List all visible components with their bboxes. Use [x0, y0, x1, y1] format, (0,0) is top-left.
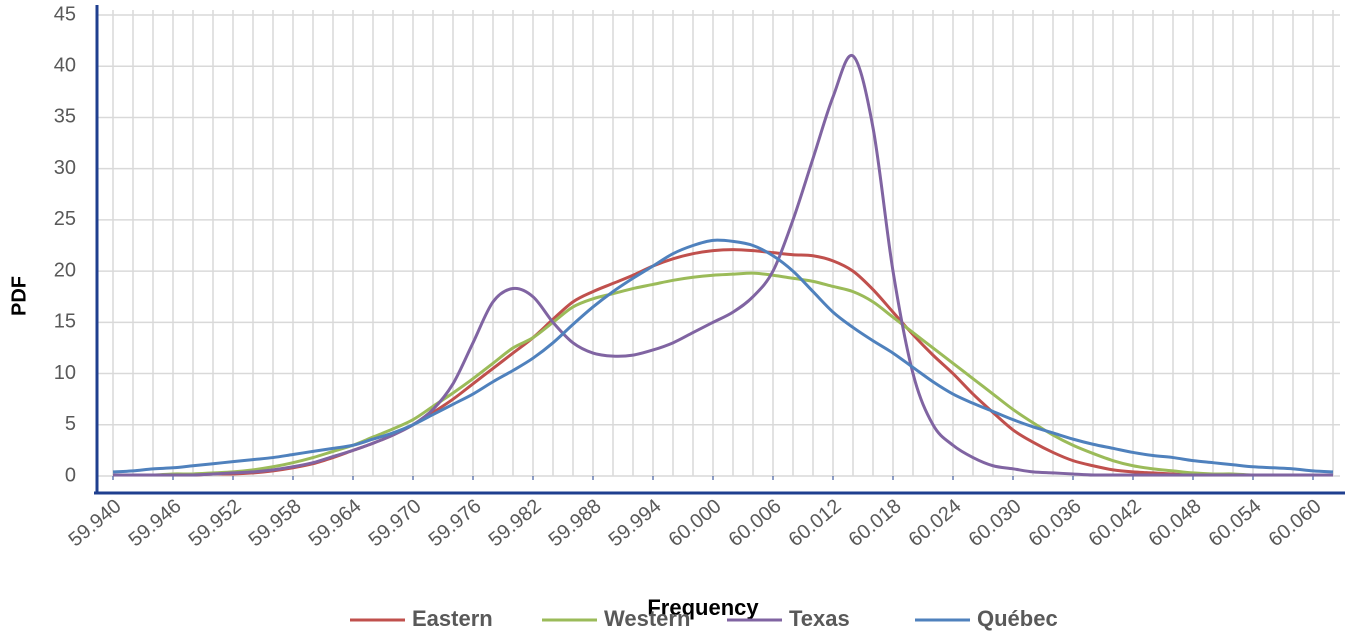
x-tick-label: 60.012 [785, 495, 846, 551]
x-tick-label: 60.042 [1085, 495, 1146, 551]
y-tick-label: 25 [54, 208, 76, 230]
x-tick-label: 59.958 [245, 495, 306, 551]
x-tick-label: 59.988 [545, 495, 606, 551]
series-line [112, 54, 1333, 477]
series-line [112, 238, 1334, 474]
y-tick-label: 30 [54, 157, 76, 179]
y-tick-label: 45 [54, 3, 76, 25]
legend-label: Eastern [412, 606, 493, 631]
series-line [112, 271, 1333, 477]
x-tick-label: 60.018 [845, 495, 906, 551]
x-tick-label: 60.024 [905, 495, 966, 551]
x-tick-label: 59.946 [125, 495, 186, 551]
series-line [112, 248, 1333, 477]
x-tick-label: 59.982 [485, 495, 546, 551]
y-tick-label: 35 [54, 106, 76, 128]
y-tick-label: 15 [54, 311, 76, 333]
x-tick-label: 60.006 [725, 495, 786, 551]
y-tick-label: 10 [54, 362, 76, 384]
legend-label: Québec [977, 606, 1058, 631]
legend-label: Texas [789, 606, 850, 631]
x-tick-label: 59.994 [605, 495, 666, 551]
y-tick-label: 5 [65, 413, 76, 435]
x-tick-label: 60.036 [1025, 495, 1086, 551]
x-tick-label: 60.000 [665, 495, 726, 551]
x-tick-label: 59.940 [65, 495, 126, 551]
x-tick-label: 60.060 [1265, 495, 1326, 551]
y-tick-label: 0 [65, 464, 76, 486]
x-tick-label: 59.952 [185, 495, 246, 551]
x-tick-label: 59.964 [305, 495, 366, 551]
legend-label: Western [604, 606, 690, 631]
y-axis-label: PDF [8, 276, 30, 316]
x-tick-label: 60.030 [965, 495, 1026, 551]
y-tick-label: 40 [54, 55, 76, 77]
x-tick-label: 59.970 [365, 495, 426, 551]
x-axis-label: Frequency [647, 595, 759, 620]
x-tick-label: 60.054 [1205, 495, 1266, 551]
x-tick-label: 60.048 [1145, 495, 1206, 551]
y-tick-label: 20 [54, 259, 76, 281]
x-tick-label: 59.976 [425, 495, 486, 551]
